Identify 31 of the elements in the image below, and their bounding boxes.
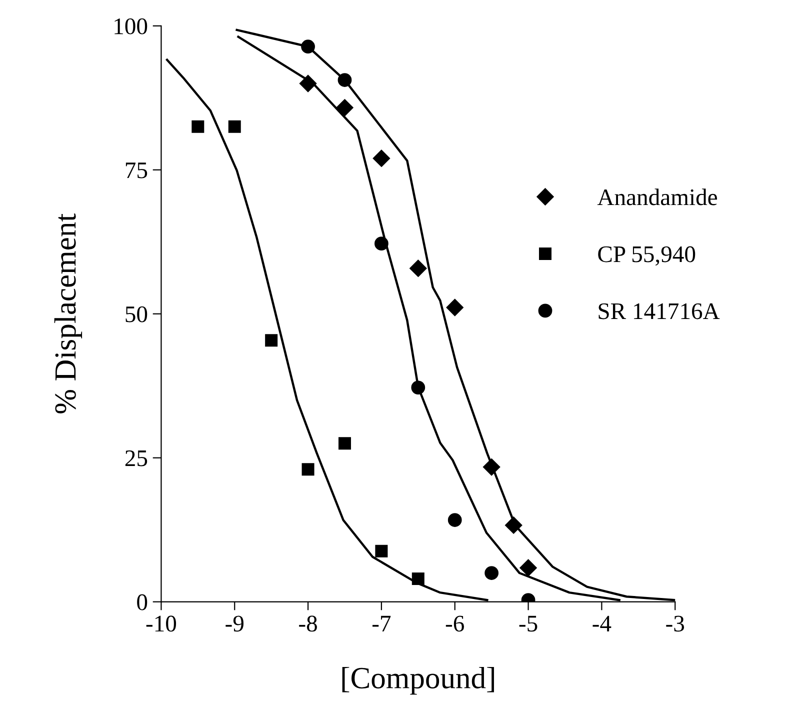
x-tick-label: -8 [299,616,317,632]
point [228,120,241,133]
y-tick-label: 50 [126,306,148,322]
y-axis-title: % Displacement [54,213,82,414]
x-tick-label: -9 [226,616,244,632]
x-tick-label: -5 [519,616,538,632]
point [520,559,537,576]
x-axis-title: [Compound] [342,666,494,695]
point [265,334,278,347]
x-tick-label: -4 [592,616,612,632]
point [338,437,351,450]
point [410,260,427,277]
y-tick-label: 100 [114,18,148,34]
point [446,298,464,316]
point [302,463,314,476]
legend-label: CP 55,940 [598,246,696,266]
x-tick-label: -3 [666,616,684,632]
y-tick-label: 0 [137,594,148,610]
point [484,566,499,580]
legend-label: Anandamide [597,188,718,206]
point [192,120,204,133]
point [336,99,354,116]
point [372,150,390,167]
point [448,513,462,527]
point [375,544,388,558]
x-tick-label: -6 [446,616,464,632]
x-tick-label: -7 [372,616,391,632]
legend-label: SR 141716A [598,303,720,320]
y-tick-label: 25 [125,450,148,466]
x-tick-label: -10 [146,616,176,632]
y-tick-label: 75 [126,162,148,178]
